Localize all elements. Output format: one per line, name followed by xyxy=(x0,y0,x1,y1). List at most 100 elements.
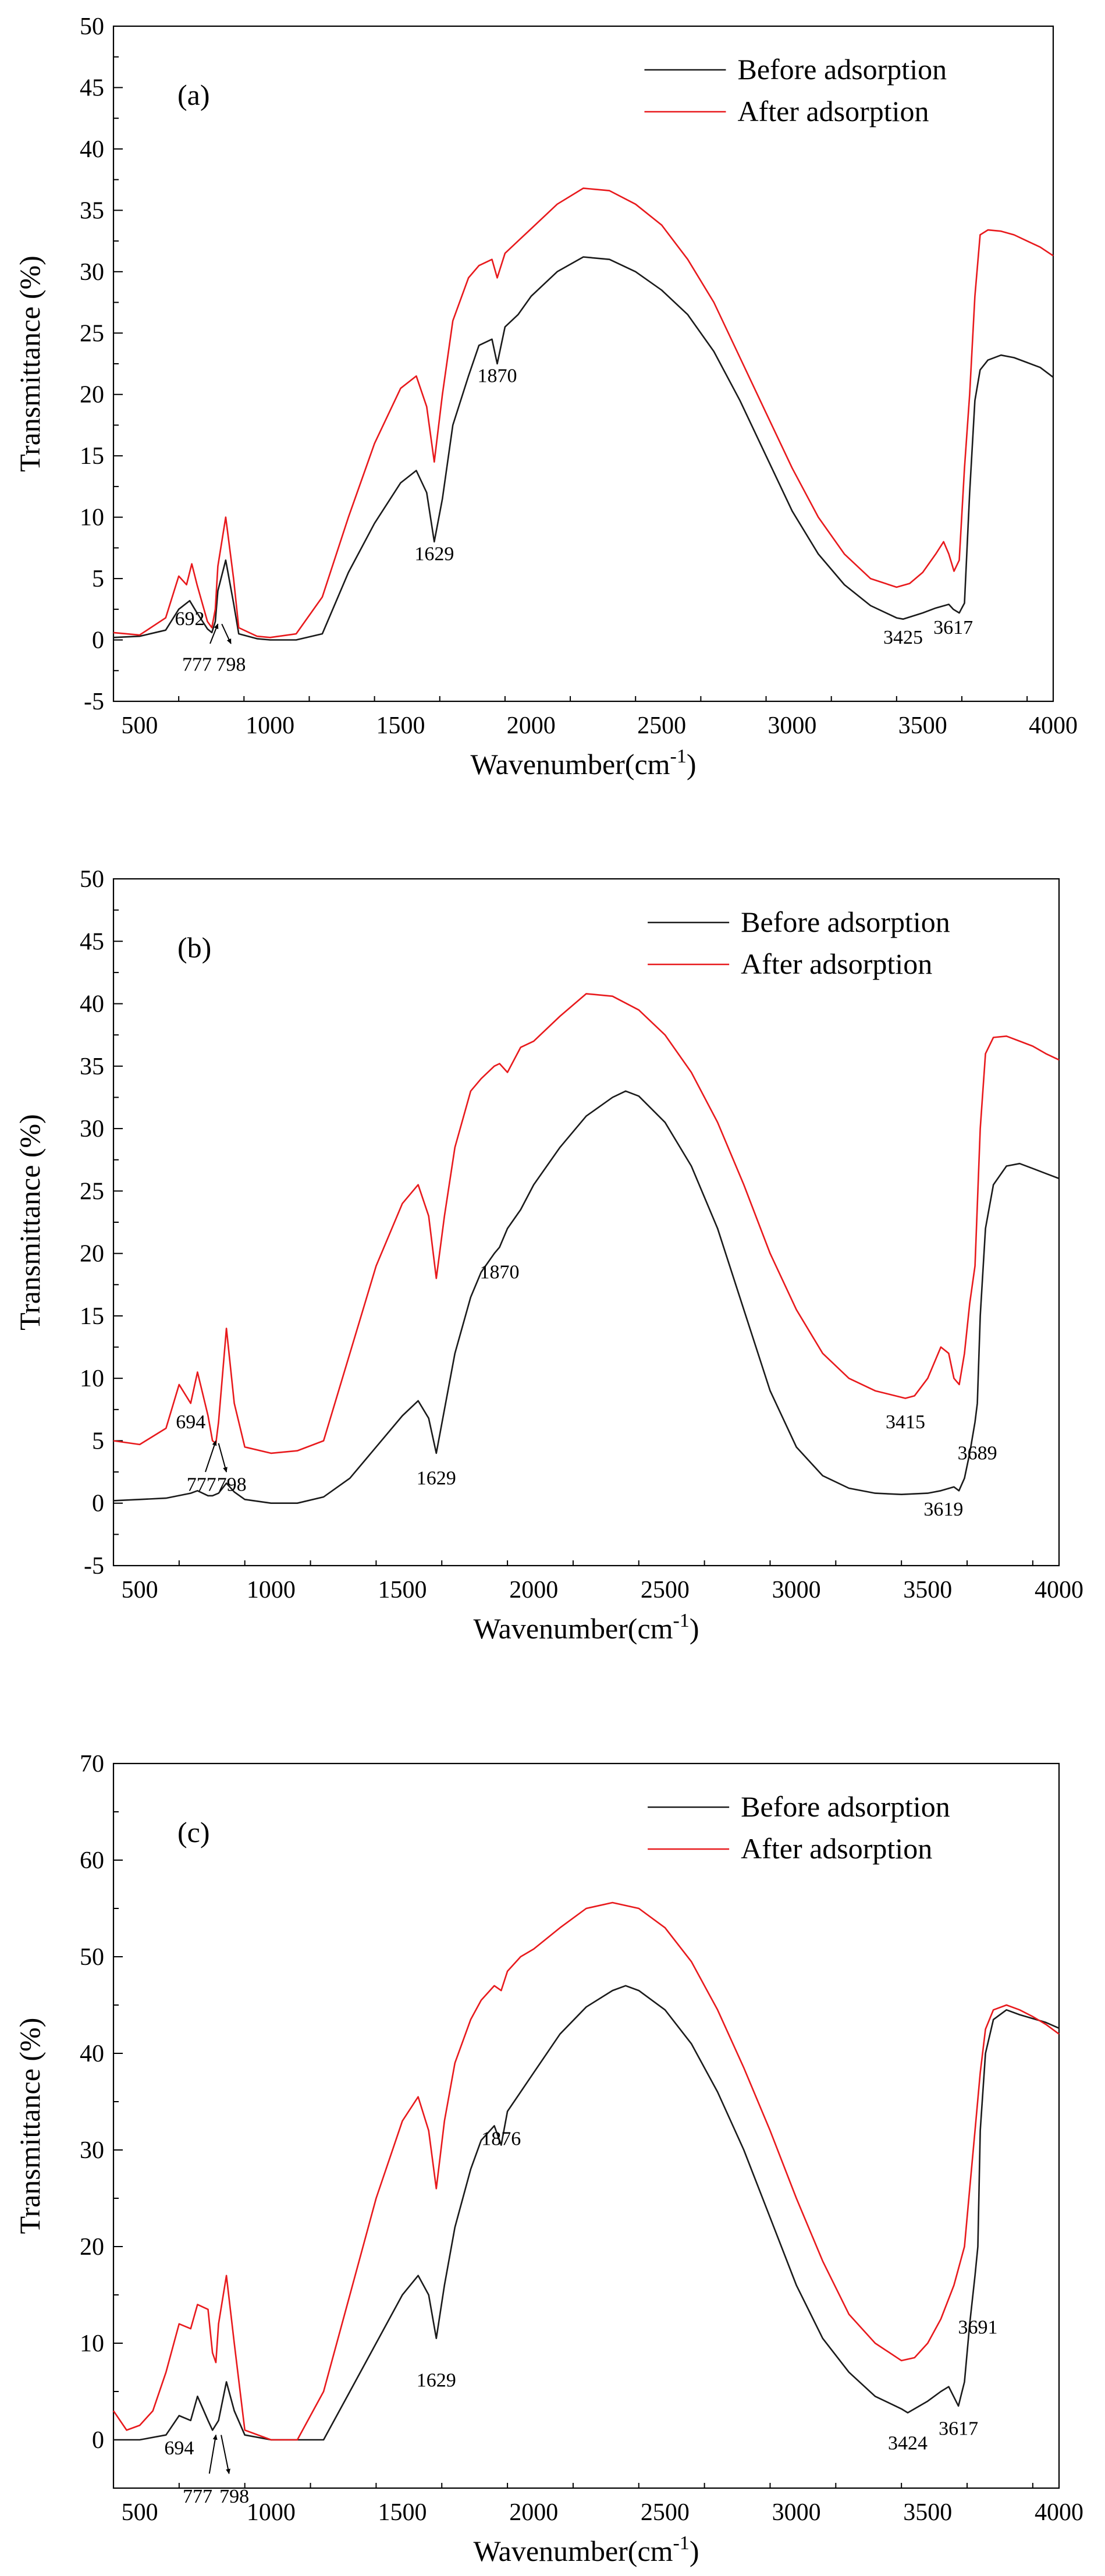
chart-1-annotation-arrow-0 xyxy=(205,1440,217,1472)
chart-2-y-tick-label: 70 xyxy=(80,1751,104,1777)
chart-2-plot-frame xyxy=(112,1762,1060,2489)
chart-0-annotation-arrow-1 xyxy=(221,623,232,644)
chart-1-legend-label-0: Before adsorption xyxy=(741,906,950,938)
chart-0-peak-label: 777 xyxy=(182,654,212,675)
chart-0-peak-label: 3617 xyxy=(933,617,973,638)
chart-2-peak-label: 1629 xyxy=(417,2370,456,2392)
chart-1-svg: 500 1000 1500 2000 2500 3000 3500 4000 -5 0 5 10 15 2… xyxy=(13,866,1083,1645)
chart-2-y-tick-label: 20 xyxy=(80,2234,104,2261)
chart-1-series-line-0 xyxy=(113,1090,1060,1504)
chart-1-x-tick-label: 3500 xyxy=(903,1577,952,1603)
chart-2-panel-label: (c) xyxy=(177,1816,210,1848)
chart-2-annotation-arrow-0 xyxy=(208,2434,218,2474)
chart-2-x-tick-label: 1500 xyxy=(378,2499,427,2526)
chart-1-x-tick-label: 3000 xyxy=(772,1577,821,1603)
chart-1-x-tick-label: 1500 xyxy=(378,1577,427,1603)
chart-2-annotation-arrow-1 xyxy=(221,2435,230,2475)
chart-1-peak-label: 1629 xyxy=(417,1468,456,1489)
chart-0-peak-label: 798 xyxy=(216,654,246,675)
chart-0-y-tick-label: 25 xyxy=(80,320,104,347)
chart-0-x-tick-label: 3000 xyxy=(768,712,816,739)
chart-1-y-tick-label: 15 xyxy=(80,1303,104,1330)
chart-1-x-tick-label: 4000 xyxy=(1035,1577,1083,1603)
chart-2-y-tick-label: 30 xyxy=(80,2137,104,2164)
chart-1-y-tick-label: 20 xyxy=(80,1241,104,1268)
chart-2-y-tick-label: 60 xyxy=(80,1847,104,1874)
chart-1-plot-frame xyxy=(112,878,1060,1567)
chart-2-svg: 500 1000 1500 2000 2500 3000 3500 4000 0 10 20 30 40… xyxy=(13,1751,1083,2567)
chart-0-y-tick-label: 10 xyxy=(80,505,104,531)
chart-1-y-axis-title: Transmittance (%) xyxy=(13,1114,46,1330)
chart-2-y-tick-label: 0 xyxy=(92,2427,104,2454)
chart-2-y-axis-title: Transmittance (%) xyxy=(13,2018,46,2234)
chart-2-peak-label: 3617 xyxy=(939,2418,978,2440)
chart-0-y-tick-label: 45 xyxy=(80,74,104,101)
chart-2-x-axis-title: Wavenumber(cm-1) xyxy=(473,2532,699,2567)
chart-0-y-tick-label: 35 xyxy=(80,197,104,224)
chart-0-x-tick-label: 1500 xyxy=(376,712,425,739)
chart-2-series-line-0 xyxy=(113,1985,1060,2441)
chart-0-peak-label: 1870 xyxy=(477,366,517,387)
chart-1-y-tick-label: 40 xyxy=(80,991,104,1018)
chart-1-legend-label-1: After adsorption xyxy=(741,948,932,980)
chart-1-y-tick-label: 50 xyxy=(80,866,104,893)
chart-2-peak-label: 694 xyxy=(164,2437,194,2459)
chart-0-y-axis-title: Transmittance (%) xyxy=(13,256,46,472)
chart-2-x-tick-label: 2000 xyxy=(509,2499,558,2526)
chart-0-x-tick-label: 1000 xyxy=(246,712,294,739)
chart-0-legend-label-0: Before adsorption xyxy=(737,53,947,86)
chart-0-legend-label-1: After adsorption xyxy=(737,95,929,127)
chart-1-y-tick-label: -5 xyxy=(84,1553,104,1580)
chart-2-series-line-1 xyxy=(112,1901,1060,2441)
chart-2-x-tick-label: 2500 xyxy=(641,2499,690,2526)
chart-0-y-tick-label: -5 xyxy=(84,689,104,715)
chart-1-y-tick-label: 5 xyxy=(92,1428,104,1454)
chart-2-x-tick-label: 4000 xyxy=(1035,2499,1083,2526)
chart-1-annotation-arrow-1 xyxy=(218,1443,228,1473)
chart-1-peak-label: 777 xyxy=(187,1474,216,1495)
chart-0-x-tick-label: 500 xyxy=(121,712,158,739)
chart-panel-a: 500 1000 1500 2000 2500 3000 3500 4000 -5 0 5 10 15 2… xyxy=(0,0,1105,826)
chart-2-peak-label: 3691 xyxy=(958,2316,998,2338)
chart-1-peak-label: 1870 xyxy=(480,1262,520,1283)
chart-0-peak-label: 692 xyxy=(175,608,204,630)
chart-0-annotation-arrow-0 xyxy=(209,623,219,644)
chart-2-peak-label: 1876 xyxy=(481,2128,521,2150)
chart-0-x-tick-label: 4000 xyxy=(1029,712,1078,739)
chart-2-x-tick-label: 1000 xyxy=(247,2499,296,2526)
chart-1-peak-label: 3619 xyxy=(923,1499,963,1520)
chart-0-series-line-1 xyxy=(113,187,1054,638)
chart-1-y-tick-label: 25 xyxy=(80,1178,104,1205)
chart-1-x-tick-label: 2000 xyxy=(509,1577,558,1603)
chart-1-y-tick-label: 35 xyxy=(80,1053,104,1080)
chart-2-legend-label-0: Before adsorption xyxy=(741,1790,950,1823)
chart-0-y-tick-label: 20 xyxy=(80,382,104,409)
chart-0-panel-label: (a) xyxy=(177,79,210,111)
chart-1-y-tick-label: 0 xyxy=(92,1491,104,1517)
chart-2-x-tick-label: 3000 xyxy=(772,2499,821,2526)
chart-2-peak-label: 777 xyxy=(183,2486,212,2507)
chart-panel-b: 500 1000 1500 2000 2500 3000 3500 4000 -5 0 5 10 15 2… xyxy=(0,850,1105,1682)
chart-0-peak-label: 3425 xyxy=(883,627,923,648)
chart-1-peak-label: 694 xyxy=(176,1411,205,1433)
chart-0-x-tick-label: 2000 xyxy=(507,712,556,739)
chart-0-y-tick-label: 0 xyxy=(92,627,104,654)
chart-2-x-tick-label: 500 xyxy=(122,2499,158,2526)
chart-1-x-tick-label: 1000 xyxy=(247,1577,296,1603)
chart-1-y-tick-label: 30 xyxy=(80,1116,104,1142)
chart-1-x-tick-label: 2500 xyxy=(641,1577,690,1603)
chart-2-peak-label: 798 xyxy=(219,2486,249,2507)
chart-0-y-tick-label: 40 xyxy=(80,136,104,163)
chart-1-y-tick-label: 10 xyxy=(80,1365,104,1392)
chart-0-svg: 500 1000 1500 2000 2500 3000 3500 4000 -5 0 5 10 15 2… xyxy=(13,13,1078,780)
chart-1-x-tick-label: 500 xyxy=(122,1577,158,1603)
chart-1-peak-label: 3415 xyxy=(886,1411,925,1433)
chart-2-legend-label-1: After adsorption xyxy=(741,1832,932,1865)
chart-panel-c: 500 1000 1500 2000 2500 3000 3500 4000 0 10 20 30 40… xyxy=(0,1717,1105,2576)
chart-1-y-tick-label: 45 xyxy=(80,928,104,955)
chart-2-y-tick-label: 10 xyxy=(80,2330,104,2357)
chart-0-x-tick-label: 3500 xyxy=(898,712,947,739)
chart-2-peak-label: 3424 xyxy=(888,2433,928,2454)
chart-0-x-axis-title: Wavenumber(cm-1) xyxy=(470,746,696,780)
